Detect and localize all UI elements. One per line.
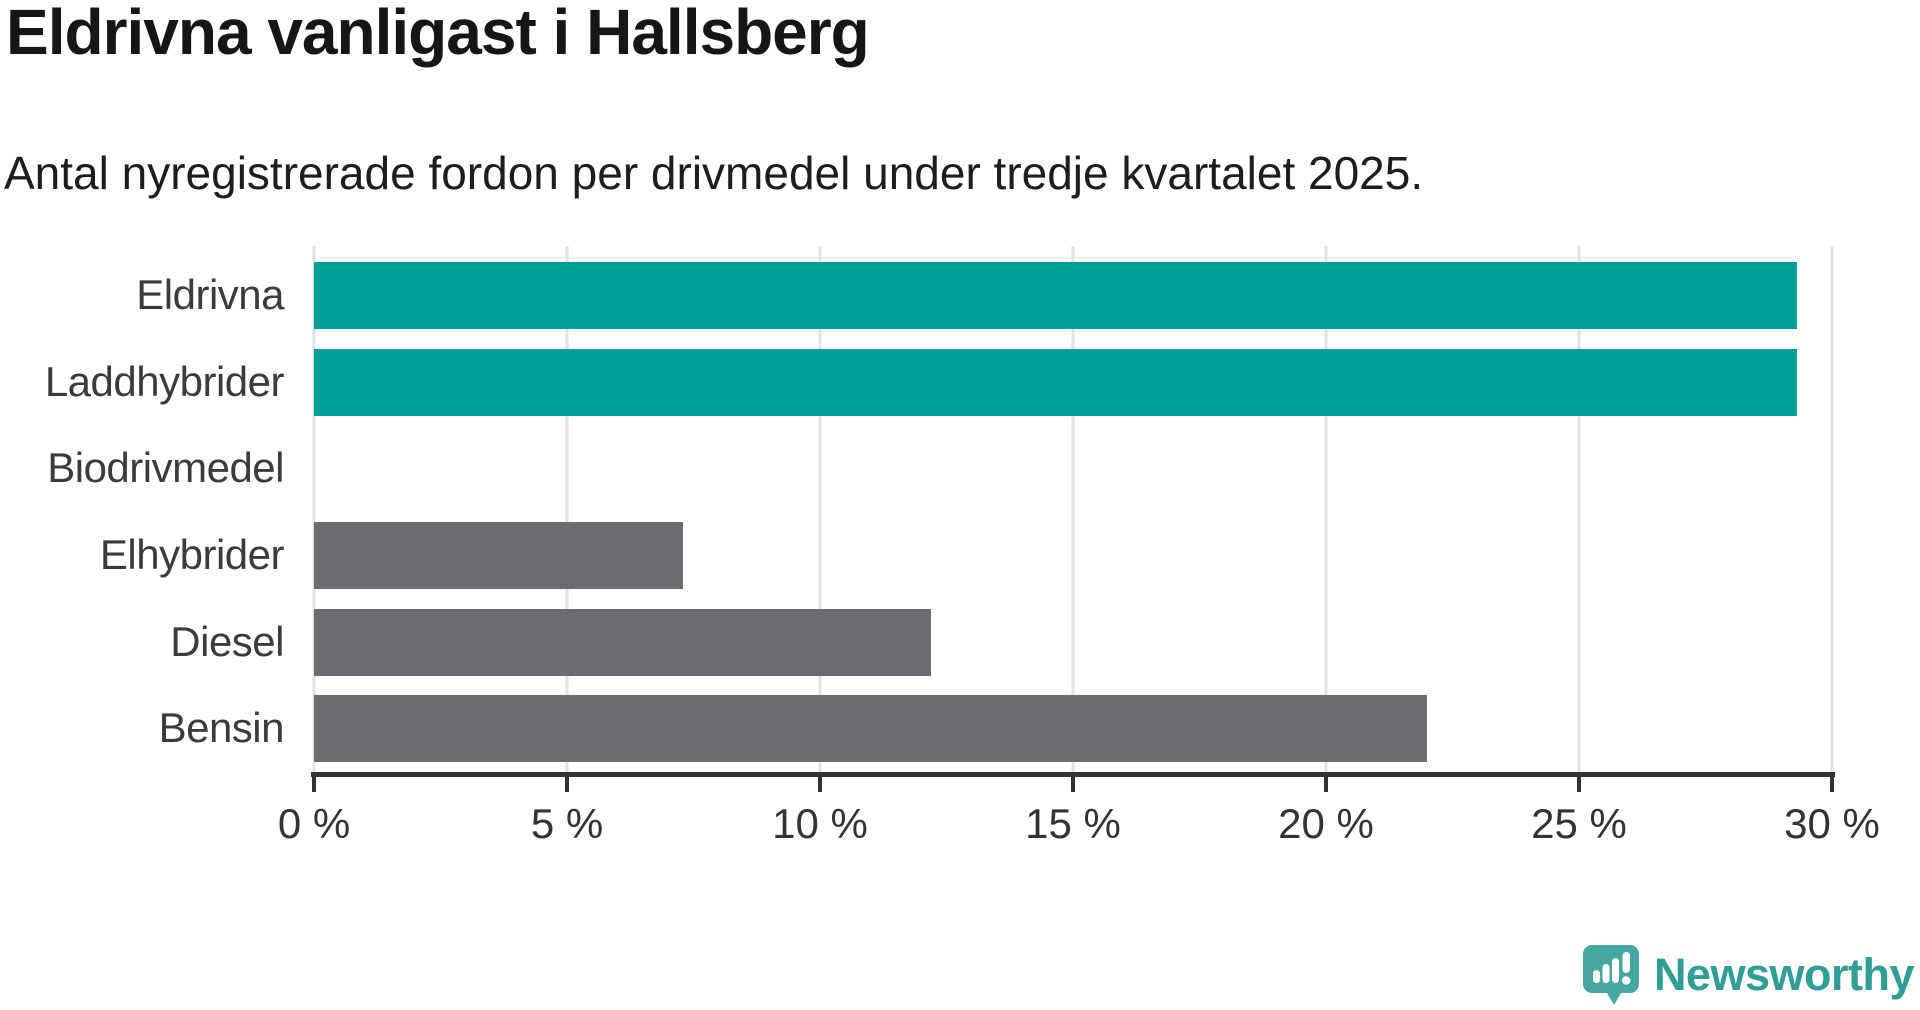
- x-tick-label: 0 %: [277, 800, 351, 847]
- y-axis-labels: Eldrivna Laddhybrider Biodrivmedel Elhybrid…: [0, 252, 285, 772]
- x-tick-label: 15 %: [1025, 800, 1121, 847]
- x-tick-label: 30 %: [1784, 800, 1880, 847]
- gridline: [1324, 246, 1328, 772]
- gridline: [1071, 246, 1075, 772]
- category-label: Eldrivna: [136, 271, 284, 318]
- brand-name: Newsworthy: [1653, 949, 1915, 1000]
- exclamation-dot: [1621, 976, 1631, 985]
- x-tick: [818, 772, 822, 792]
- gridline: [1577, 246, 1581, 772]
- category-label: Bensin: [158, 704, 285, 752]
- plot-area: [312, 246, 1834, 772]
- mini-bar-2: [1602, 964, 1610, 983]
- x-tick-label: 10 %: [772, 800, 868, 847]
- x-tick: [565, 772, 569, 792]
- speech-bubble-shape: [1582, 945, 1639, 1005]
- gridline: [1830, 246, 1834, 772]
- exclamation-stem: [1622, 952, 1630, 973]
- category-label: Biodrivmedel: [47, 444, 284, 492]
- x-tick: [1830, 772, 1834, 792]
- chart-subtitle: Antal nyregistrerade fordon per drivmede…: [4, 147, 1424, 199]
- gridline: [312, 246, 316, 772]
- bar-eldrivna: [314, 261, 1797, 329]
- chart-title: Eldrivna vanligast i Hallsberg: [6, 0, 870, 68]
- category-label: Elhybrider: [99, 531, 285, 578]
- x-tick-label: 5 %: [530, 800, 604, 847]
- mini-bar-3: [1611, 958, 1619, 983]
- newsworthy-logo: Newsworthy: [1582, 944, 1915, 1006]
- category-label: Diesel: [170, 617, 284, 665]
- mini-bar-1: [1592, 970, 1600, 983]
- bar-elhybrider: [314, 521, 684, 589]
- x-tick: [1324, 772, 1328, 792]
- x-tick-label: 25 %: [1531, 800, 1627, 847]
- gridline: [565, 246, 569, 772]
- gridline: [818, 246, 822, 772]
- bar-diesel: [314, 608, 932, 676]
- x-axis: 0 % 5 % 10 % 15 % 20 % 25 % 30 %: [278, 772, 1880, 882]
- x-tick: [1577, 772, 1581, 792]
- category-label: Laddhybrider: [44, 357, 285, 405]
- x-tick: [1071, 772, 1075, 792]
- bar-laddhybrider: [314, 348, 1797, 416]
- x-tick-label: 20 %: [1278, 800, 1374, 847]
- x-tick: [312, 772, 316, 792]
- bar-bensin: [314, 695, 1428, 763]
- newsworthy-icon: [1582, 945, 1639, 1005]
